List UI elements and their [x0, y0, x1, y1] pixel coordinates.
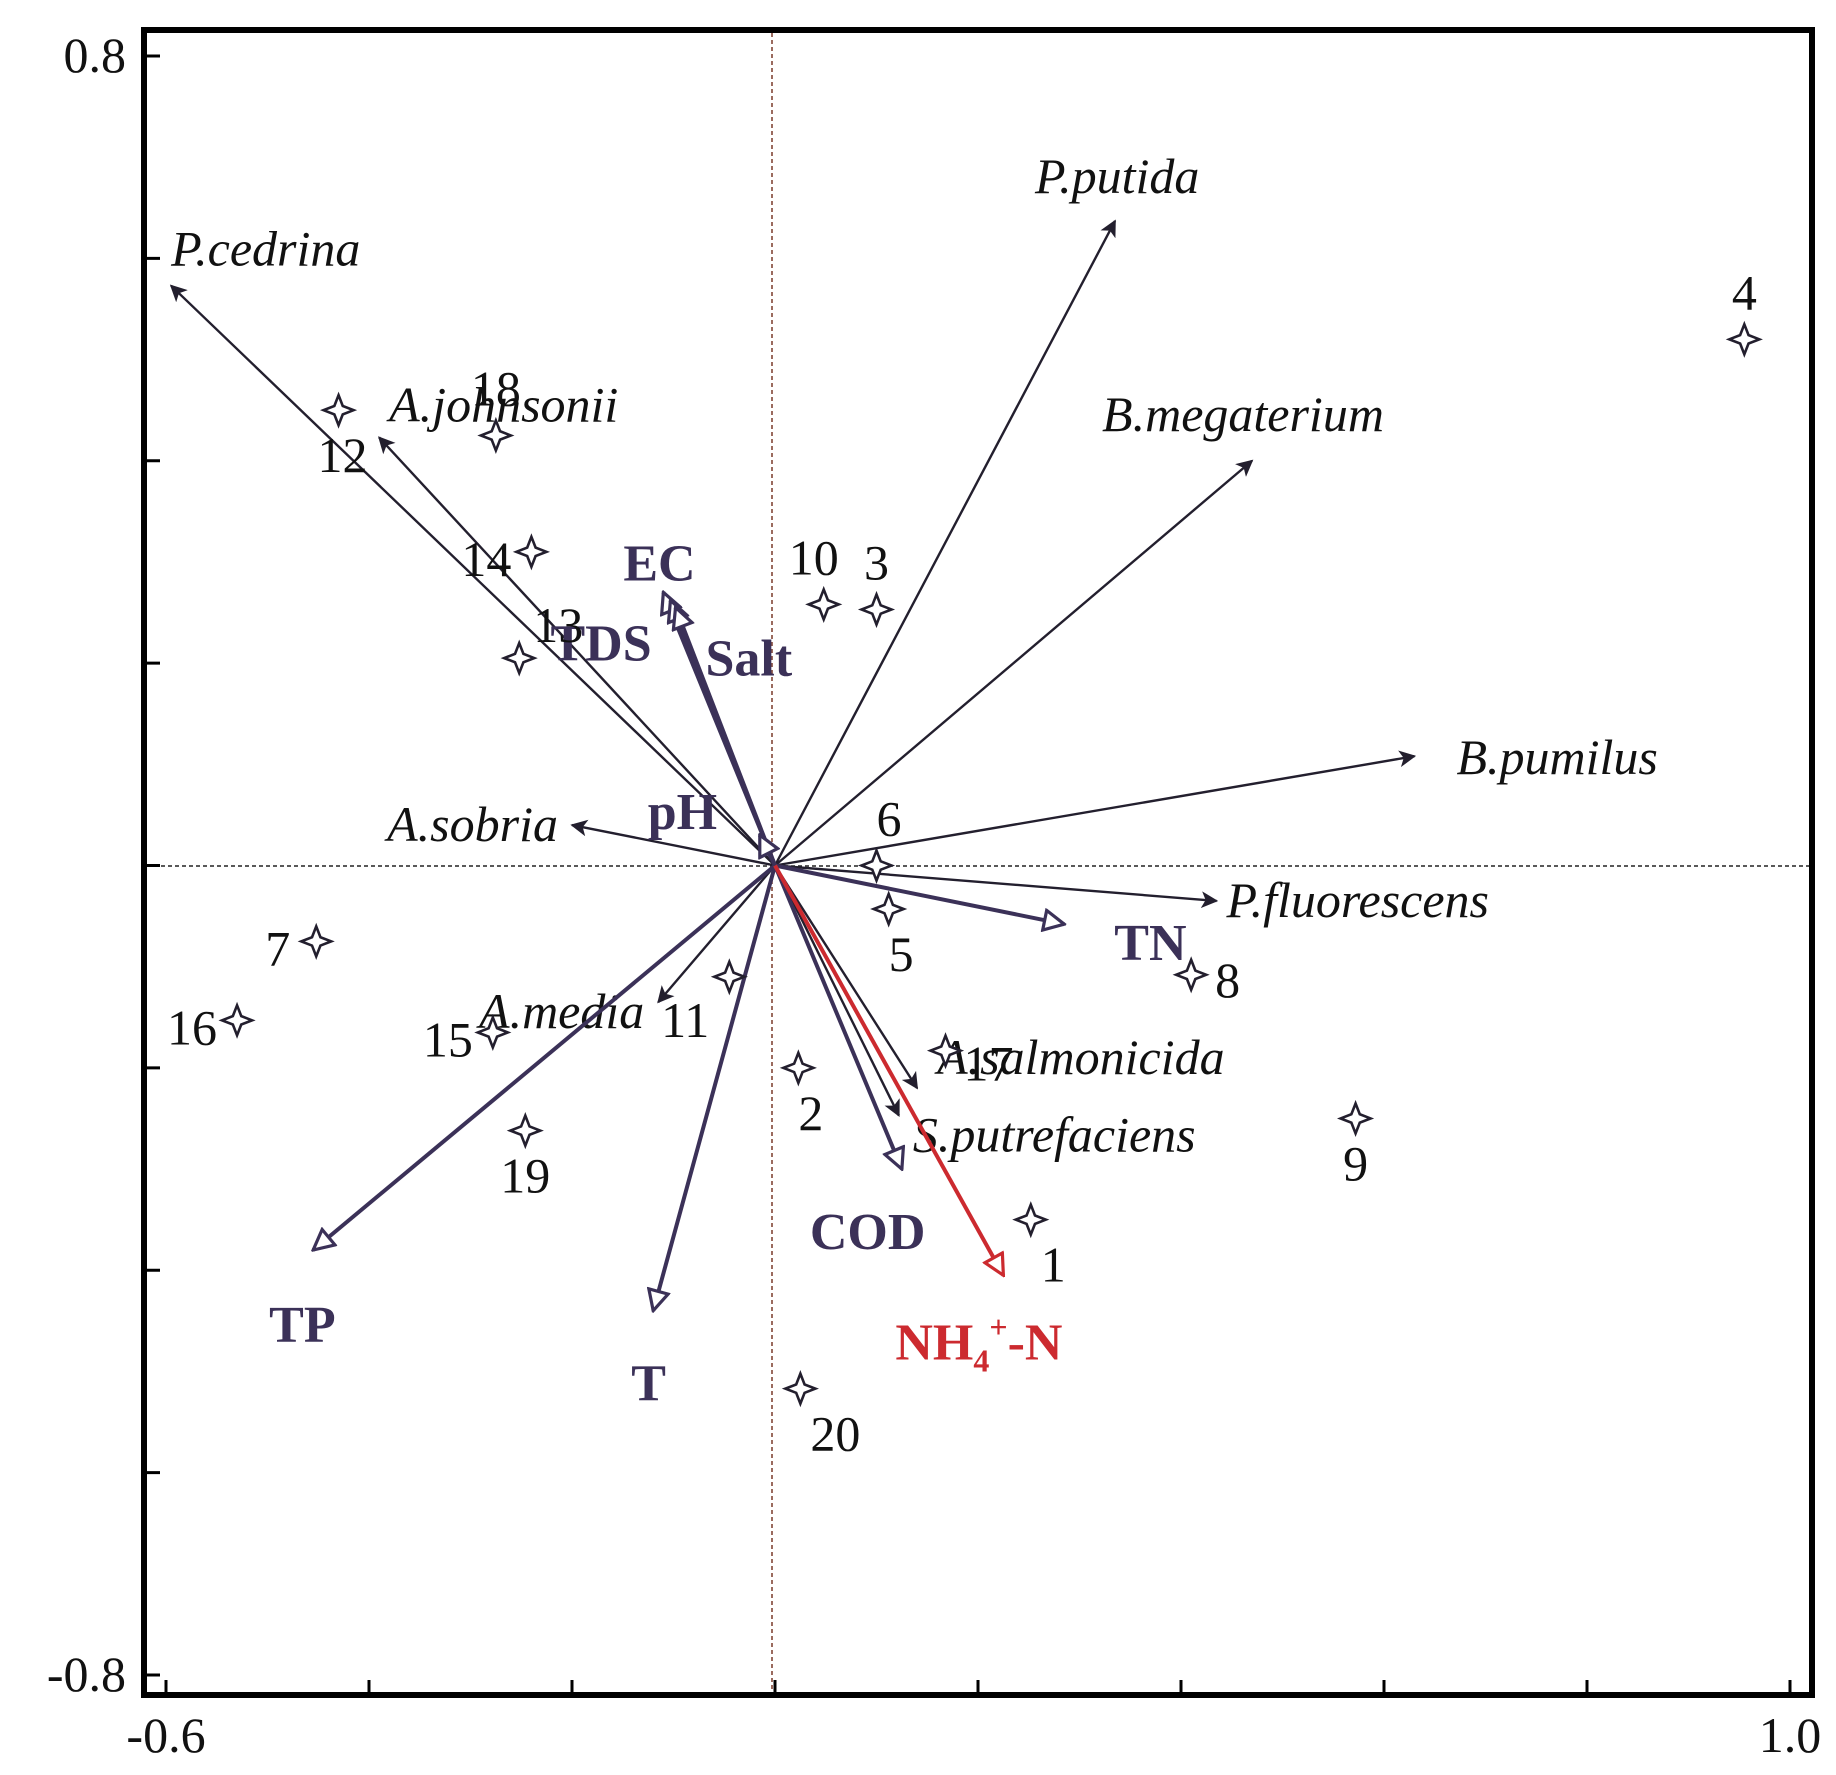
species-arrow-b-pumilus — [774, 750, 1417, 867]
species-label-a-salmonicida: A.salmonicida — [934, 1029, 1224, 1085]
species-label-b-megaterium: B.megaterium — [1102, 386, 1384, 442]
env-label-tn: TN — [1114, 915, 1186, 972]
site-label-14: 14 — [461, 531, 511, 587]
species-label-p-putida: P.putida — [1034, 148, 1199, 204]
species-label-p-cedrina: P.cedrina — [170, 221, 360, 277]
site-label-8: 8 — [1215, 952, 1240, 1008]
site-marker-13 — [500, 639, 538, 677]
x-tick-label-min: -0.6 — [126, 1707, 205, 1763]
species-arrow-p-cedrina — [169, 284, 776, 867]
species-arrow-a-salmonicida — [773, 864, 919, 1090]
species-label-a-johnsonii: A.johnsonii — [386, 376, 618, 432]
site-marker-8 — [1172, 956, 1210, 994]
site-marker-19 — [506, 1112, 544, 1150]
site-label-6: 6 — [877, 791, 902, 847]
site-marker-16 — [218, 1001, 256, 1039]
env-arrow-nh4-n — [773, 864, 1006, 1276]
species-arrow-a-media — [657, 864, 776, 1004]
axis-tick-labels: -0.6 1.0 0.8 -0.8 — [47, 27, 1821, 1763]
site-label-18: 18 — [471, 360, 521, 416]
site-marker-17 — [926, 1032, 965, 1070]
x-tick-label-max: 1.0 — [1759, 1707, 1822, 1763]
species-arrows: P.cedrina A.johnsonii P.putida B.megaterium… — [169, 148, 1658, 1162]
site-marker-14 — [512, 533, 550, 571]
site-label-19: 19 — [500, 1148, 550, 1204]
env-arrow-t — [653, 864, 777, 1311]
species-arrow-a-sobria — [570, 819, 776, 867]
env-arrow-tp — [313, 863, 777, 1251]
env-label-nh4-n: NH4+-N — [895, 1308, 1062, 1378]
site-marker-1 — [1012, 1201, 1050, 1239]
env-label-sub: 4 — [973, 1342, 989, 1378]
species-label-s-putrefaciens: S.putrefaciens — [913, 1106, 1196, 1162]
env-label-salt: Salt — [706, 630, 793, 687]
site-label-10: 10 — [789, 529, 839, 585]
site-label-1: 1 — [1041, 1237, 1066, 1293]
species-arrow-b-megaterium — [774, 459, 1254, 867]
site-marker-7 — [297, 922, 335, 960]
axis-ticks — [144, 54, 1792, 1695]
site-label-13: 13 — [533, 597, 583, 653]
site-marker-10 — [805, 585, 843, 624]
site-label-9: 9 — [1343, 1135, 1368, 1191]
env-arrow-ph — [757, 835, 775, 867]
site-label-15: 15 — [423, 1011, 473, 1067]
env-label-tp: TP — [269, 1297, 335, 1354]
species-label-b-pumilus: B.pumilus — [1456, 729, 1657, 785]
site-marker-11 — [710, 958, 748, 996]
site-label-3: 3 — [864, 534, 889, 590]
site-label-2: 2 — [798, 1085, 823, 1141]
plot-frame — [141, 27, 1815, 1698]
env-label-cod: COD — [810, 1204, 926, 1261]
site-label-4: 4 — [1732, 264, 1757, 320]
env-arrow-salt — [676, 607, 777, 867]
env-arrow-cod — [773, 864, 902, 1170]
site-label-20: 20 — [810, 1406, 860, 1462]
site-label-5: 5 — [889, 926, 914, 982]
site-marker-20 — [781, 1370, 819, 1408]
env-label-main: NH — [895, 1314, 973, 1371]
site-marker-12 — [319, 391, 358, 429]
env-label-ec: EC — [623, 535, 695, 592]
env-label-sup: + — [989, 1308, 1007, 1344]
site-marker-18 — [477, 416, 515, 455]
environment-arrows: EC TDS Salt pH TN COD TP T NH4+-N — [269, 535, 1186, 1412]
site-marker-9 — [1336, 1099, 1375, 1138]
site-label-16: 16 — [167, 999, 217, 1055]
site-label-17: 17 — [964, 1036, 1014, 1092]
env-label-tds: TDS — [550, 615, 651, 672]
species-arrow-a-johnsonii — [378, 436, 776, 867]
species-label-p-fluorescens: P.fluorescens — [1226, 872, 1489, 928]
site-marker-5 — [870, 890, 908, 928]
site-label-12: 12 — [318, 427, 368, 483]
site-marker-3 — [857, 590, 896, 629]
env-arrow-tn — [774, 863, 1064, 925]
site-label-7: 7 — [265, 920, 290, 976]
env-label-tail: -N — [1008, 1314, 1063, 1371]
site-marker-15 — [474, 1013, 512, 1052]
site-marker-4 — [1725, 320, 1763, 358]
species-arrow-s-putrefaciens — [773, 864, 900, 1117]
site-marker-2 — [779, 1049, 817, 1087]
species-arrow-p-fluorescens — [774, 864, 1219, 909]
species-label-a-sobria: A.sobria — [384, 796, 558, 852]
env-label-t: T — [631, 1356, 666, 1413]
env-label-ph: pH — [648, 784, 717, 841]
site-marker-6 — [857, 846, 896, 885]
y-tick-label-min: -0.8 — [47, 1646, 126, 1702]
y-tick-label-max: 0.8 — [64, 27, 127, 83]
species-arrow-p-putida — [773, 219, 1117, 867]
site-label-11: 11 — [661, 992, 709, 1048]
